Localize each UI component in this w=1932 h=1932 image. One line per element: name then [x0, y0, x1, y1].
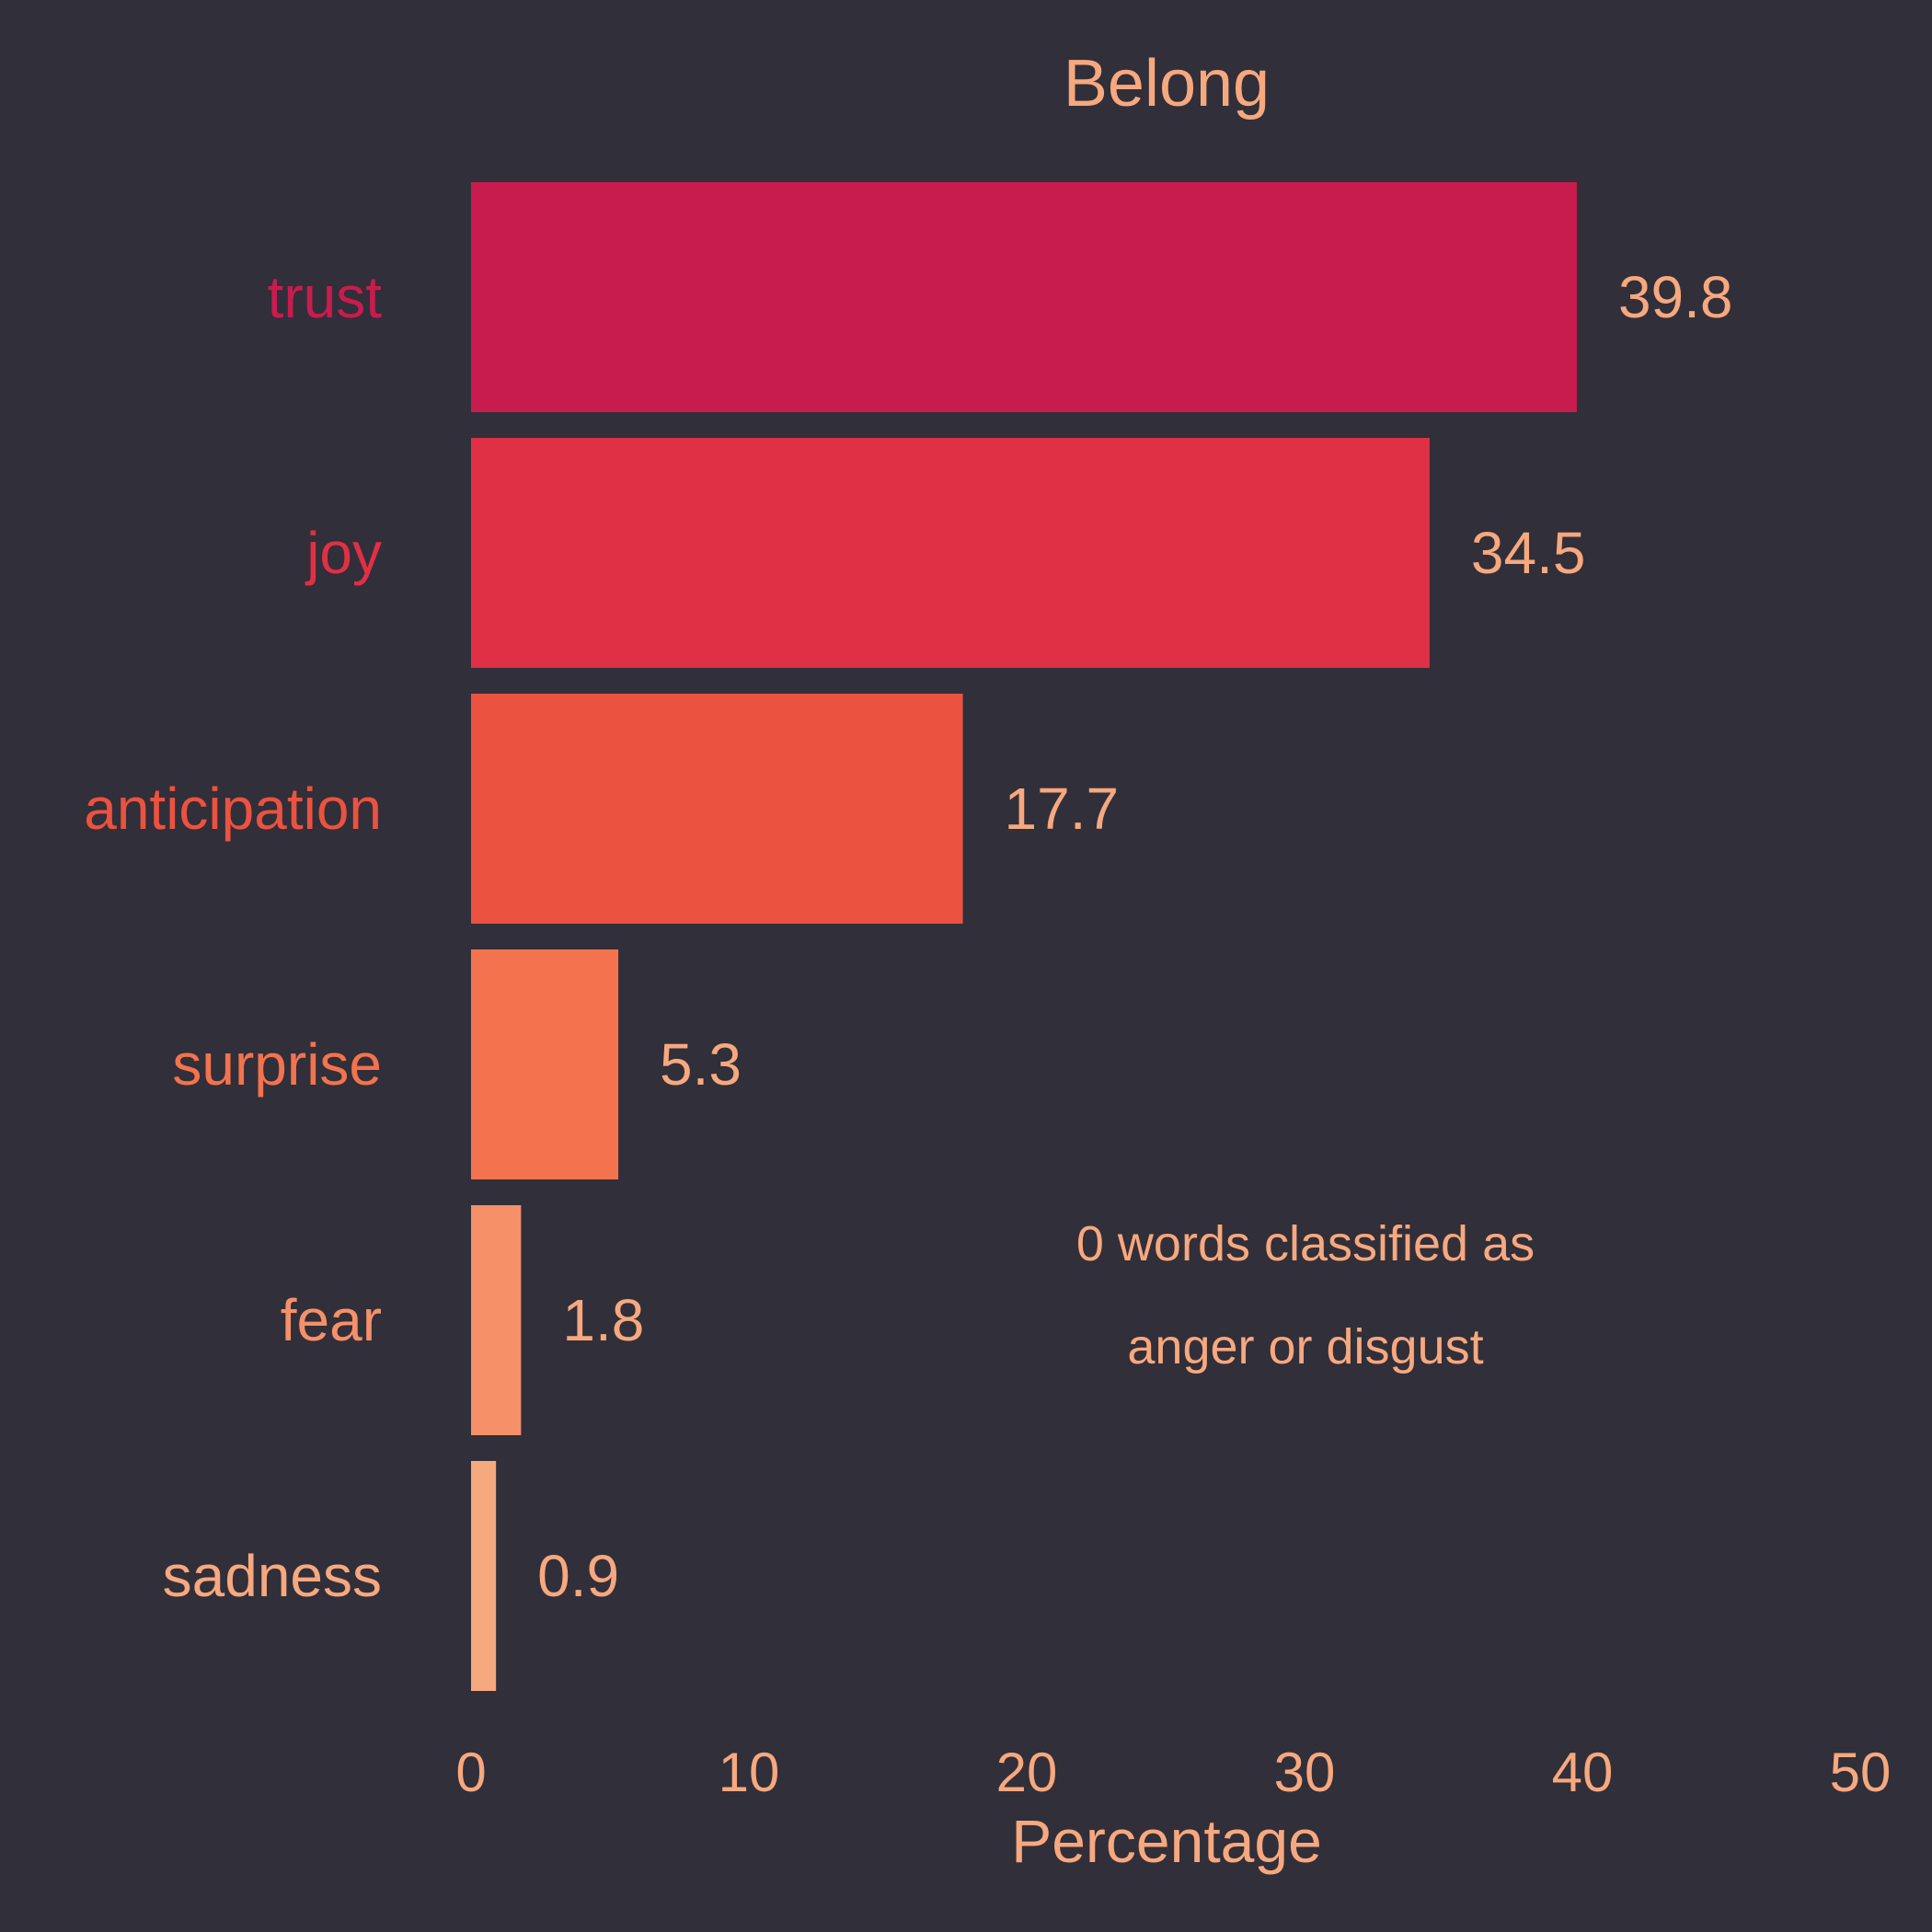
note-line-2: anger or disgust: [1127, 1319, 1483, 1374]
bars-layer: [471, 182, 1577, 1691]
category-label-anticipation: anticipation: [84, 776, 382, 842]
bar-sadness: [471, 1461, 497, 1691]
bar-trust: [471, 182, 1577, 412]
bar-surprise: [471, 949, 619, 1179]
chart-title: Belong: [1064, 47, 1270, 121]
value-label-anticipation: 17.7: [1005, 776, 1120, 842]
value-label-trust: 39.8: [1618, 264, 1733, 330]
category-label-fear: fear: [281, 1287, 382, 1353]
category-labels: trust joy anticipation surprise fear sadness: [84, 264, 382, 1609]
x-tick-label: 50: [1830, 1742, 1892, 1803]
x-tick-label: 30: [1274, 1742, 1336, 1803]
note-line-1: 0 words classified as: [1076, 1216, 1535, 1271]
category-label-trust: trust: [268, 264, 383, 330]
bar-joy: [471, 438, 1430, 668]
value-label-surprise: 5.3: [660, 1031, 742, 1098]
category-label-joy: joy: [305, 520, 382, 586]
no-anger-disgust-note: 0 words classified as anger or disgust: [1076, 1216, 1535, 1374]
value-label-joy: 34.5: [1471, 520, 1586, 586]
x-axis-title: Percentage: [1011, 1807, 1322, 1875]
value-label-fear: 1.8: [562, 1287, 644, 1353]
bar-anticipation: [471, 694, 963, 924]
value-labels: 39.8 34.5 17.7 5.3 1.8 0.9: [537, 264, 1732, 1609]
x-tick-label: 20: [996, 1742, 1058, 1803]
category-label-sadness: sadness: [163, 1543, 382, 1609]
value-label-sadness: 0.9: [537, 1543, 619, 1609]
x-tick-label: 0: [455, 1742, 486, 1803]
x-tick-label: 10: [719, 1742, 780, 1803]
category-label-surprise: surprise: [172, 1031, 382, 1098]
x-axis-ticks: 0 10 20 30 40 50: [455, 1742, 1891, 1803]
bar-fear: [471, 1205, 522, 1435]
x-tick-label: 40: [1552, 1742, 1614, 1803]
